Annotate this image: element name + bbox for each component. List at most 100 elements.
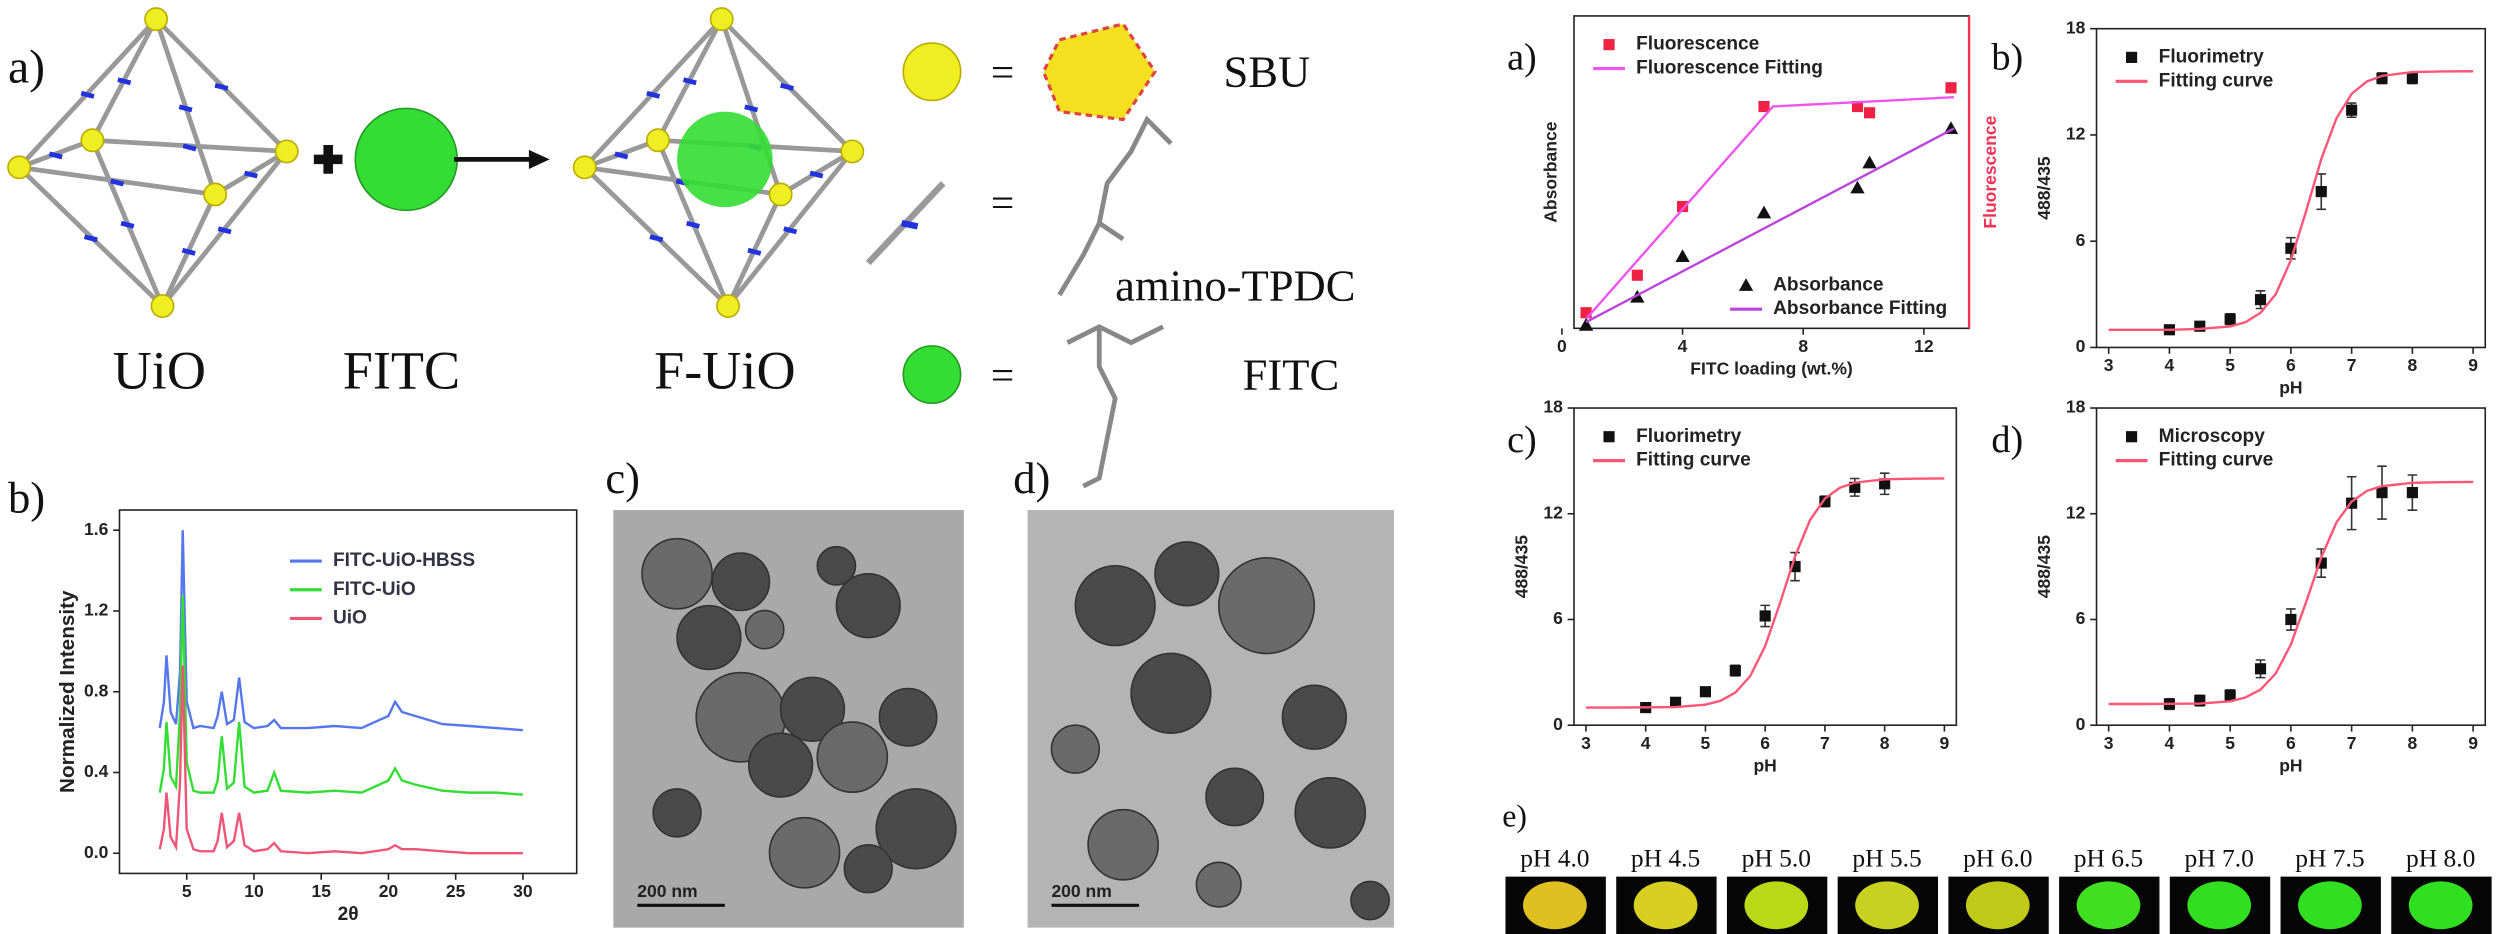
x-tick-label: 8 xyxy=(1798,336,1808,356)
x-tick-label: 4 xyxy=(2165,733,2175,753)
series-line xyxy=(1585,127,1955,324)
x-tick-label: 4 xyxy=(1641,733,1651,753)
legend-swatch xyxy=(1603,39,1615,51)
equals: = xyxy=(991,49,1014,95)
x-tick-label: 30 xyxy=(513,881,533,901)
y-tick-label: 0.4 xyxy=(84,761,109,781)
scale-bar-label: 200 nm xyxy=(637,881,697,901)
y-axis-label: Normalized Intensity xyxy=(56,590,79,793)
amino-group xyxy=(181,247,196,256)
marker xyxy=(1879,478,1891,490)
panel-label: a) xyxy=(8,41,45,94)
legend-label: Fluorescence xyxy=(1636,34,1759,55)
x-tick-label: 6 xyxy=(1760,733,1770,753)
fitc-structure xyxy=(1066,324,1165,489)
amino-group xyxy=(646,90,661,99)
x-tick-label: 12 xyxy=(1914,336,1934,356)
nanoparticle xyxy=(1050,724,1101,774)
legend-label: Fitting curve xyxy=(2159,450,2274,471)
cell xyxy=(1523,881,1587,930)
legend-label: Microscopy xyxy=(2159,426,2266,447)
marker xyxy=(1851,100,1864,113)
series-line xyxy=(1585,477,1945,709)
amino-group xyxy=(83,234,98,243)
x-tick-label: 6 xyxy=(2286,355,2296,375)
nanoparticle xyxy=(1074,565,1156,647)
amino-group xyxy=(178,104,193,113)
marker xyxy=(2376,72,2388,84)
marker xyxy=(2315,186,2327,198)
x-tick-label: 8 xyxy=(1880,733,1890,753)
plus-sign xyxy=(313,145,343,174)
legend-swatch xyxy=(2126,431,2138,443)
marker xyxy=(1945,82,1957,94)
marker xyxy=(1699,686,1712,698)
y-axis-label: 488/435 xyxy=(2034,156,2054,220)
cell xyxy=(1855,881,1919,930)
marker xyxy=(2194,320,2206,332)
y-axis-label: 488/435 xyxy=(2034,535,2054,599)
legend-label: Fitting curve xyxy=(2159,70,2274,91)
y-tick-label: 12 xyxy=(2066,502,2086,522)
cell xyxy=(2298,881,2362,930)
x-tick-label: 8 xyxy=(2407,355,2417,375)
series-line xyxy=(2108,70,2474,331)
nanoparticle xyxy=(747,732,814,798)
sbu-structure xyxy=(1041,22,1157,122)
x-tick-label: 0 xyxy=(1557,336,1567,356)
y-tick-label: 0.8 xyxy=(84,680,109,700)
sbu-sphere xyxy=(572,155,597,180)
marker xyxy=(1758,100,1770,113)
ph-label: pH 7.0 xyxy=(2185,844,2254,873)
legend-label: amino-TPDC xyxy=(1115,260,1355,310)
legend-label: SBU xyxy=(1224,47,1311,97)
tpdc-structure xyxy=(1057,115,1173,297)
nanoparticle xyxy=(1294,777,1367,849)
legend-label: Absorbance Fitting xyxy=(1773,298,1947,319)
x-tick-label: 9 xyxy=(2468,733,2478,753)
scheme-label: FITC xyxy=(343,341,460,401)
marker xyxy=(1863,107,1876,119)
scheme-label: UiO xyxy=(113,341,206,401)
cell xyxy=(1633,881,1698,930)
legend-label: FITC-UiO-HBSS xyxy=(333,550,475,571)
legend-label: FITC-UiO xyxy=(333,579,416,600)
y-tick-label: 12 xyxy=(2066,124,2086,144)
x-tick-label: 10 xyxy=(244,881,264,901)
panel-label: c) xyxy=(1507,419,1537,461)
nanoparticle xyxy=(1281,684,1347,750)
amino-group xyxy=(243,170,258,179)
nanoparticle xyxy=(843,843,893,894)
panel-label: d) xyxy=(1991,419,2023,461)
marker xyxy=(1676,200,1689,213)
cell xyxy=(2408,881,2473,930)
marker xyxy=(2285,613,2297,626)
sbu-sphere xyxy=(80,128,105,153)
sbu-sphere xyxy=(840,139,865,164)
nanoparticle xyxy=(1087,808,1159,881)
x-axis-label: FITC loading (wt.%) xyxy=(1690,358,1852,378)
marker xyxy=(1789,561,1801,573)
x-tick-label: 4 xyxy=(2165,355,2175,375)
sbu-sphere xyxy=(646,128,670,153)
y-tick-label: 0 xyxy=(1553,714,1563,734)
nanoparticle xyxy=(744,609,785,650)
cell xyxy=(2187,881,2252,930)
series-line xyxy=(1585,96,1955,320)
legend-label: Fluorimetry xyxy=(2159,46,2264,67)
amino-group xyxy=(686,220,700,229)
amino-group xyxy=(780,82,794,91)
nanoparticle xyxy=(878,687,938,747)
panel-label: a) xyxy=(1507,36,1537,78)
marker xyxy=(1669,696,1682,708)
marker xyxy=(2406,487,2418,499)
series-line xyxy=(158,665,523,855)
legend-swatch xyxy=(1738,278,1754,291)
legend-label: Absorbance xyxy=(1773,274,1883,295)
ph-label: pH 4.0 xyxy=(1520,844,1589,873)
y-tick-label: 1.6 xyxy=(84,519,109,539)
sbu-sphere xyxy=(150,294,175,318)
legend-label: FITC xyxy=(1243,350,1340,400)
nanoparticle xyxy=(768,816,841,889)
fitc-sphere xyxy=(354,107,459,212)
